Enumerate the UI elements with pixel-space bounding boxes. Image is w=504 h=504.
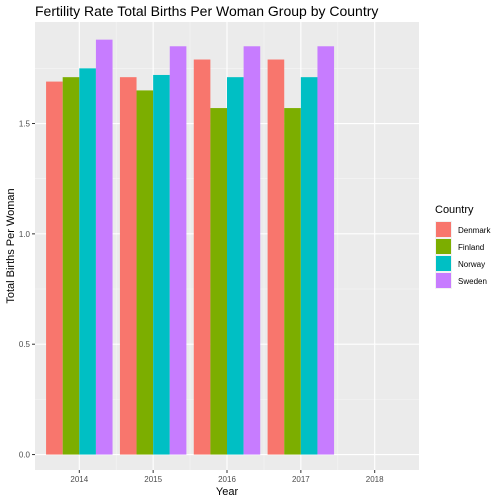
bar-sweden-2017: [317, 46, 335, 455]
bar-sweden-2014: [95, 39, 113, 455]
bar-norway-2014: [79, 68, 96, 455]
legend-key-sweden: [436, 273, 451, 288]
y-tick-label: 1.5: [19, 120, 31, 129]
bar-norway-2017: [300, 77, 318, 455]
legend-key-norway: [436, 256, 451, 271]
y-tick-label: 0.0: [19, 451, 31, 460]
bar-finland-2016: [210, 108, 227, 455]
bar-finland-2015: [136, 90, 154, 455]
x-tick-label: 2015: [144, 475, 162, 484]
bar-finland-2017: [284, 108, 301, 455]
y-axis-title: Total Births Per Woman: [5, 188, 17, 303]
legend-label-sweden: Sweden: [458, 277, 487, 286]
bar-denmark-2015: [119, 77, 137, 455]
legend-label-norway: Norway: [458, 260, 485, 269]
bar-norway-2016: [227, 77, 244, 455]
legend-label-finland: Finland: [458, 243, 484, 252]
bar-denmark-2016: [193, 59, 211, 455]
bar-sweden-2016: [243, 46, 261, 455]
bar-norway-2015: [153, 74, 170, 455]
bar-denmark-2014: [46, 81, 63, 455]
bar-sweden-2015: [169, 46, 187, 455]
x-tick-label: 2018: [366, 475, 384, 484]
legend-title: Country: [435, 204, 474, 216]
x-axis-title: Year: [216, 486, 239, 498]
legend: Country Denmark Finland Norway Sweden: [435, 204, 491, 289]
y-tick-label: 1.0: [19, 230, 31, 239]
legend-key-denmark: [436, 222, 451, 237]
legend-label-denmark: Denmark: [458, 226, 491, 235]
y-tick-label: 0.5: [19, 340, 31, 349]
bar-finland-2014: [62, 77, 80, 455]
x-tick-label: 2014: [70, 475, 88, 484]
x-tick-label: 2017: [292, 475, 310, 484]
ticks-layer: 0.0 0.5 1.0 1.5 2014 2015 2016 2017 2018: [19, 120, 384, 484]
chart-title: Fertility Rate Total Births Per Woman Gr…: [35, 3, 378, 19]
bars-layer: [46, 39, 335, 455]
x-tick-label: 2016: [218, 475, 236, 484]
legend-key-finland: [436, 239, 451, 254]
bar-denmark-2017: [267, 59, 285, 455]
